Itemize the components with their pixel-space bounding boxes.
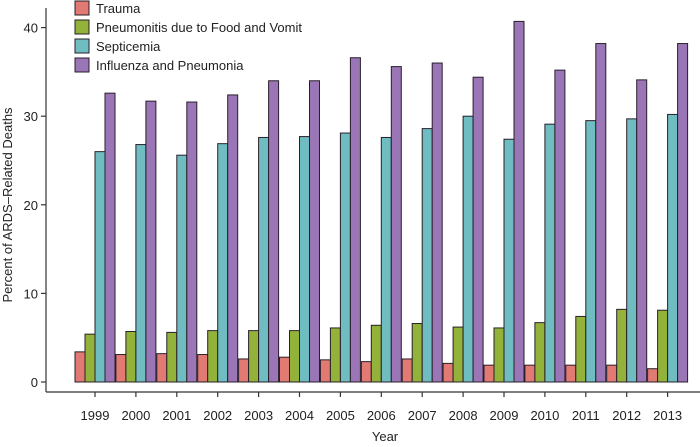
bar-trauma-2003 — [238, 358, 250, 383]
bar-trauma-2004 — [279, 356, 290, 383]
bar-pneumonitis-due-to-food-and-vomit-2003 — [248, 330, 260, 383]
bar-trauma-2009 — [483, 364, 495, 383]
x-tick-label: 2002 — [203, 408, 232, 423]
bar-pneumonitis-due-to-food-and-vomit-1999 — [84, 333, 96, 383]
bar-influenza-and-pneumonia-1999 — [104, 92, 116, 383]
x-tick-label: 2010 — [530, 408, 559, 423]
legend-swatch-trauma — [74, 0, 90, 16]
bar-pneumonitis-due-to-food-and-vomit-2011 — [575, 315, 587, 383]
bar-trauma-2008 — [442, 362, 454, 383]
x-axis: 1999 2000 2001 2002 2003 2004 2005 2006 2007 2008… — [46, 391, 700, 423]
x-tick-label: 2004 — [285, 408, 314, 423]
legend-label-septicemia: Septicemia — [96, 39, 161, 54]
x-tick-label: 2000 — [121, 408, 150, 423]
bar-trauma-2002 — [197, 354, 209, 383]
bar-pneumonitis-due-to-food-and-vomit-2001 — [166, 331, 178, 383]
x-tick-label: 2006 — [367, 408, 396, 423]
bar-trauma-2013 — [647, 368, 659, 383]
y-tick-label: 40 — [24, 21, 38, 36]
x-tick-label: 2007 — [408, 408, 437, 423]
bar-trauma-2012 — [606, 364, 618, 383]
y-tick-label: 20 — [24, 198, 38, 213]
bar-pneumonitis-due-to-food-and-vomit-2012 — [616, 308, 628, 383]
bar-influenza-and-pneumonia-2000 — [145, 100, 157, 383]
y-tick-label: 10 — [24, 286, 38, 301]
bar-septicemia-2009 — [503, 138, 515, 383]
bar-septicemia-2003 — [258, 136, 270, 383]
bar-trauma-1999 — [74, 351, 86, 383]
bar-influenza-and-pneumonia-2010 — [554, 69, 566, 383]
bar-pneumonitis-due-to-food-and-vomit-2008 — [452, 326, 464, 383]
bar-septicemia-2004 — [299, 136, 310, 383]
bar-influenza-and-pneumonia-2001 — [186, 101, 198, 383]
bar-trauma-2006 — [360, 361, 372, 383]
legend-swatch-influenza-and-pneumonia — [74, 57, 90, 73]
y-tick-label: 30 — [24, 109, 38, 124]
bar-septicemia-2011 — [585, 120, 597, 383]
bar-pneumonitis-due-to-food-and-vomit-2004 — [289, 330, 300, 383]
y-axis: 0 10 20 30 40 — [24, 8, 47, 392]
bar-pneumonitis-due-to-food-and-vomit-2013 — [657, 309, 669, 383]
bar-trauma-2010 — [524, 364, 536, 383]
bar-pneumonitis-due-to-food-and-vomit-2000 — [125, 330, 137, 383]
bar-septicemia-2012 — [626, 118, 638, 383]
x-tick-label: 2013 — [653, 408, 682, 423]
bar-influenza-and-pneumonia-2008 — [472, 76, 484, 383]
x-tick-label: 2009 — [490, 408, 519, 423]
bar-trauma-2000 — [115, 354, 127, 383]
x-tick-label: 2005 — [326, 408, 355, 423]
x-tick-label: 2011 — [572, 408, 600, 423]
y-axis-title: Percent of ARDS–Related Deaths — [0, 107, 15, 303]
bar-septicemia-1999 — [94, 151, 106, 383]
bar-trauma-2005 — [319, 359, 331, 383]
bar-septicemia-2005 — [339, 132, 351, 383]
legend-label-influenza-and-pneumonia: Influenza and Pneumonia — [96, 58, 244, 73]
bar-trauma-2011 — [565, 364, 577, 383]
bar-septicemia-2006 — [380, 136, 392, 383]
bars — [74, 20, 689, 383]
legend-label-pneumonitis-due-to-food-and-vomit: Pneumonitis due to Food and Vomit — [96, 20, 302, 35]
bar-trauma-2001 — [156, 353, 168, 383]
bar-influenza-and-pneumonia-2005 — [349, 57, 361, 383]
bar-pneumonitis-due-to-food-and-vomit-2006 — [370, 324, 382, 383]
bar-influenza-and-pneumonia-2011 — [595, 43, 607, 383]
bar-pneumonitis-due-to-food-and-vomit-2002 — [207, 330, 219, 383]
bar-influenza-and-pneumonia-2002 — [227, 94, 239, 383]
y-tick-label: 0 — [31, 375, 38, 390]
bar-influenza-and-pneumonia-2007 — [431, 62, 443, 383]
bar-pneumonitis-due-to-food-and-vomit-2010 — [534, 322, 546, 383]
bar-septicemia-2002 — [217, 143, 229, 383]
bar-septicemia-2010 — [544, 123, 556, 383]
x-tick-label: 1999 — [81, 408, 110, 423]
bar-pneumonitis-due-to-food-and-vomit-2007 — [411, 323, 423, 383]
x-tick-label: 2003 — [244, 408, 273, 423]
legend-label-trauma: Trauma — [96, 1, 141, 16]
x-axis-title: Year — [372, 429, 399, 444]
bar-trauma-2007 — [401, 358, 413, 383]
bar-pneumonitis-due-to-food-and-vomit-2005 — [329, 327, 341, 383]
legend: Trauma Pneumonitis due to Food and Vomit S… — [74, 0, 302, 73]
bar-influenza-and-pneumonia-2009 — [513, 20, 525, 383]
bar-influenza-and-pneumonia-2003 — [268, 80, 280, 383]
bar-influenza-and-pneumonia-2006 — [390, 66, 402, 383]
bar-pneumonitis-due-to-food-and-vomit-2009 — [493, 327, 505, 383]
bar-influenza-and-pneumonia-2012 — [636, 79, 648, 383]
bar-septicemia-2000 — [135, 144, 147, 383]
x-tick-label: 2012 — [612, 408, 641, 423]
bar-influenza-and-pneumonia-2013 — [677, 43, 689, 383]
x-tick-label: 2008 — [449, 408, 478, 423]
bar-septicemia-2007 — [421, 128, 433, 383]
bar-septicemia-2008 — [462, 115, 474, 383]
legend-swatch-septicemia — [74, 38, 90, 54]
bar-septicemia-2013 — [667, 113, 679, 383]
x-tick-label: 2001 — [162, 408, 191, 423]
bar-septicemia-2001 — [176, 154, 188, 383]
legend-swatch-pneumonitis-due-to-food-and-vomit — [74, 19, 90, 35]
bar-influenza-and-pneumonia-2004 — [309, 80, 320, 383]
